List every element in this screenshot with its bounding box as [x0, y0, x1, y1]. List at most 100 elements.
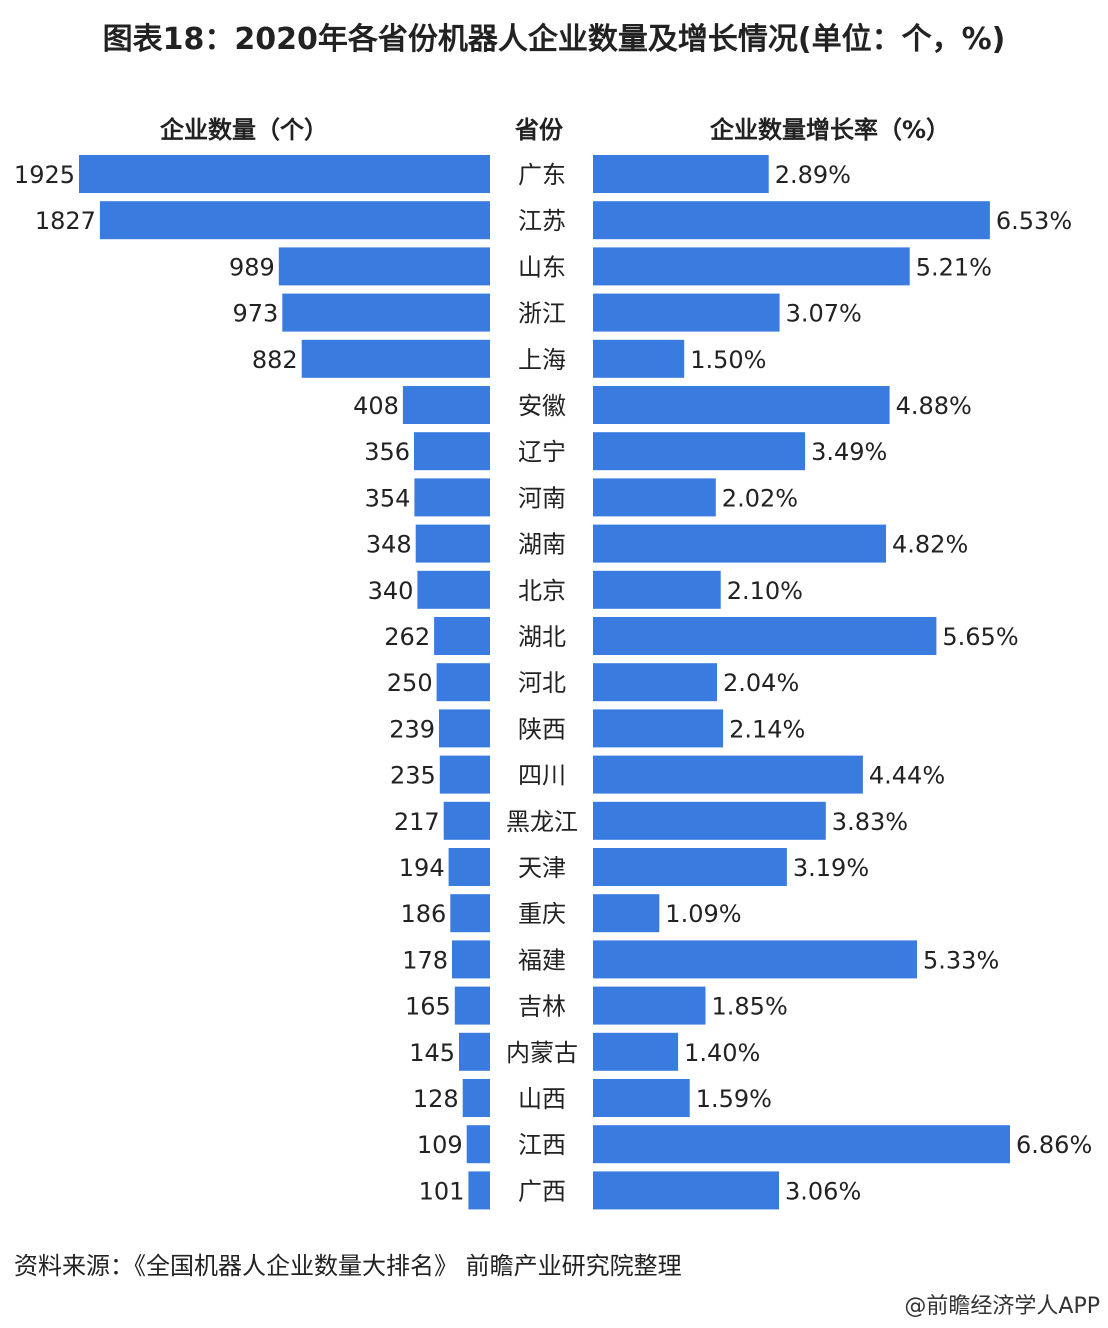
province-label: 重庆 [518, 900, 566, 928]
middle-column-header: 省份 [515, 116, 563, 144]
growth-rate-label: 6.53% [996, 207, 1072, 235]
growth-rate-label: 4.82% [892, 531, 968, 559]
growth-rate-bar [593, 801, 826, 840]
growth-rate-bar [593, 1032, 679, 1071]
count-label: 178 [402, 946, 448, 974]
count-bar [454, 986, 490, 1025]
growth-rate-label: 2.89% [775, 161, 851, 189]
growth-rate-bar [593, 293, 780, 332]
count-bar [439, 709, 490, 748]
butterfly-bar-chart: 1925 广东 2.89% 1827 江苏 6.53% 989 山东 5.21% 973 浙江 3.0… [14, 155, 1092, 1210]
growth-rate-label: 3.83% [832, 808, 908, 836]
chart-title: 图表18：2020年各省份机器人企业数量及增长情况(单位：个，%) [102, 22, 1006, 57]
province-label: 安徽 [518, 392, 566, 420]
count-label: 340 [368, 577, 414, 605]
province-label: 北京 [518, 577, 566, 605]
growth-rate-label: 1.40% [684, 1039, 760, 1067]
count-bar [402, 386, 490, 424]
growth-rate-label: 5.33% [923, 946, 999, 974]
province-label: 江西 [518, 1131, 566, 1159]
count-label: 1827 [35, 207, 96, 235]
credit-note: @前瞻经济学人APP [904, 1294, 1100, 1319]
count-label: 408 [353, 392, 399, 420]
growth-rate-bar [593, 570, 721, 609]
growth-rate-label: 3.06% [785, 1177, 861, 1205]
province-label: 陕西 [518, 715, 566, 743]
count-bar [278, 247, 490, 286]
growth-rate-bar [593, 848, 787, 886]
growth-rate-bar [593, 663, 717, 702]
growth-rate-label: 5.21% [916, 253, 992, 281]
count-label: 356 [364, 438, 410, 466]
source-note: 资料来源：《全国机器人企业数量大排名》 前瞻产业研究院整理 [14, 1252, 682, 1280]
growth-rate-bar [593, 432, 806, 471]
count-bar [448, 848, 490, 886]
count-bar [452, 940, 490, 979]
growth-rate-label: 1.59% [696, 1085, 772, 1113]
province-label: 浙江 [518, 300, 566, 328]
count-bar [417, 570, 490, 609]
growth-rate-bar [593, 617, 937, 655]
province-label: 河北 [518, 669, 566, 697]
count-label: 989 [229, 253, 275, 281]
growth-rate-label: 6.86% [1016, 1131, 1092, 1159]
growth-rate-label: 1.09% [665, 900, 741, 928]
growth-rate-bar [593, 339, 685, 378]
growth-rate-bar [593, 986, 706, 1025]
count-bar [415, 524, 490, 563]
count-bar [462, 1079, 490, 1117]
province-label: 吉林 [518, 993, 566, 1021]
growth-rate-bar [593, 247, 910, 286]
count-label: 165 [405, 993, 451, 1021]
province-label: 天津 [518, 854, 566, 882]
growth-rate-bar [593, 1125, 1010, 1164]
growth-rate-bar [593, 201, 990, 240]
right-column-header: 企业数量增长率（%） [710, 116, 951, 144]
growth-rate-bar [593, 894, 660, 933]
growth-rate-label: 3.49% [811, 438, 887, 466]
province-label: 上海 [518, 346, 566, 374]
growth-rate-bar [593, 1079, 690, 1117]
count-label: 128 [413, 1085, 459, 1113]
province-label: 河南 [518, 484, 566, 512]
count-label: 973 [232, 300, 278, 328]
count-bar [301, 339, 490, 378]
province-label: 黑龙江 [506, 808, 578, 836]
count-label: 354 [365, 484, 411, 512]
count-label: 250 [387, 669, 433, 697]
growth-rate-label: 1.50% [690, 346, 766, 374]
growth-rate-label: 3.19% [793, 854, 869, 882]
growth-rate-label: 2.04% [723, 669, 799, 697]
count-label: 262 [384, 623, 430, 651]
growth-rate-bar [593, 1171, 779, 1210]
growth-rate-label: 2.14% [729, 715, 805, 743]
count-bar [79, 155, 490, 193]
growth-rate-bar [593, 755, 863, 794]
count-bar [468, 1171, 490, 1210]
count-label: 217 [394, 808, 440, 836]
province-label: 福建 [518, 946, 566, 974]
count-label: 348 [366, 531, 412, 559]
count-bar [434, 617, 490, 655]
province-label: 辽宁 [518, 438, 566, 466]
growth-rate-label: 2.10% [727, 577, 803, 605]
growth-rate-label: 4.88% [896, 392, 972, 420]
growth-rate-bar [593, 478, 716, 517]
growth-rate-label: 5.65% [942, 623, 1018, 651]
growth-rate-bar [593, 709, 724, 748]
growth-rate-bar [593, 940, 917, 979]
count-label: 109 [417, 1131, 463, 1159]
count-label: 239 [389, 715, 435, 743]
province-label: 山西 [518, 1085, 566, 1113]
count-bar [282, 293, 490, 332]
count-bar [436, 663, 490, 702]
count-bar [99, 201, 491, 240]
count-bar [459, 1032, 490, 1071]
count-label: 145 [409, 1039, 455, 1067]
province-label: 四川 [518, 762, 566, 790]
growth-rate-label: 1.85% [712, 993, 788, 1021]
province-label: 江苏 [518, 207, 566, 235]
count-bar [414, 478, 490, 517]
count-label: 101 [419, 1177, 465, 1205]
count-bar [414, 432, 490, 471]
